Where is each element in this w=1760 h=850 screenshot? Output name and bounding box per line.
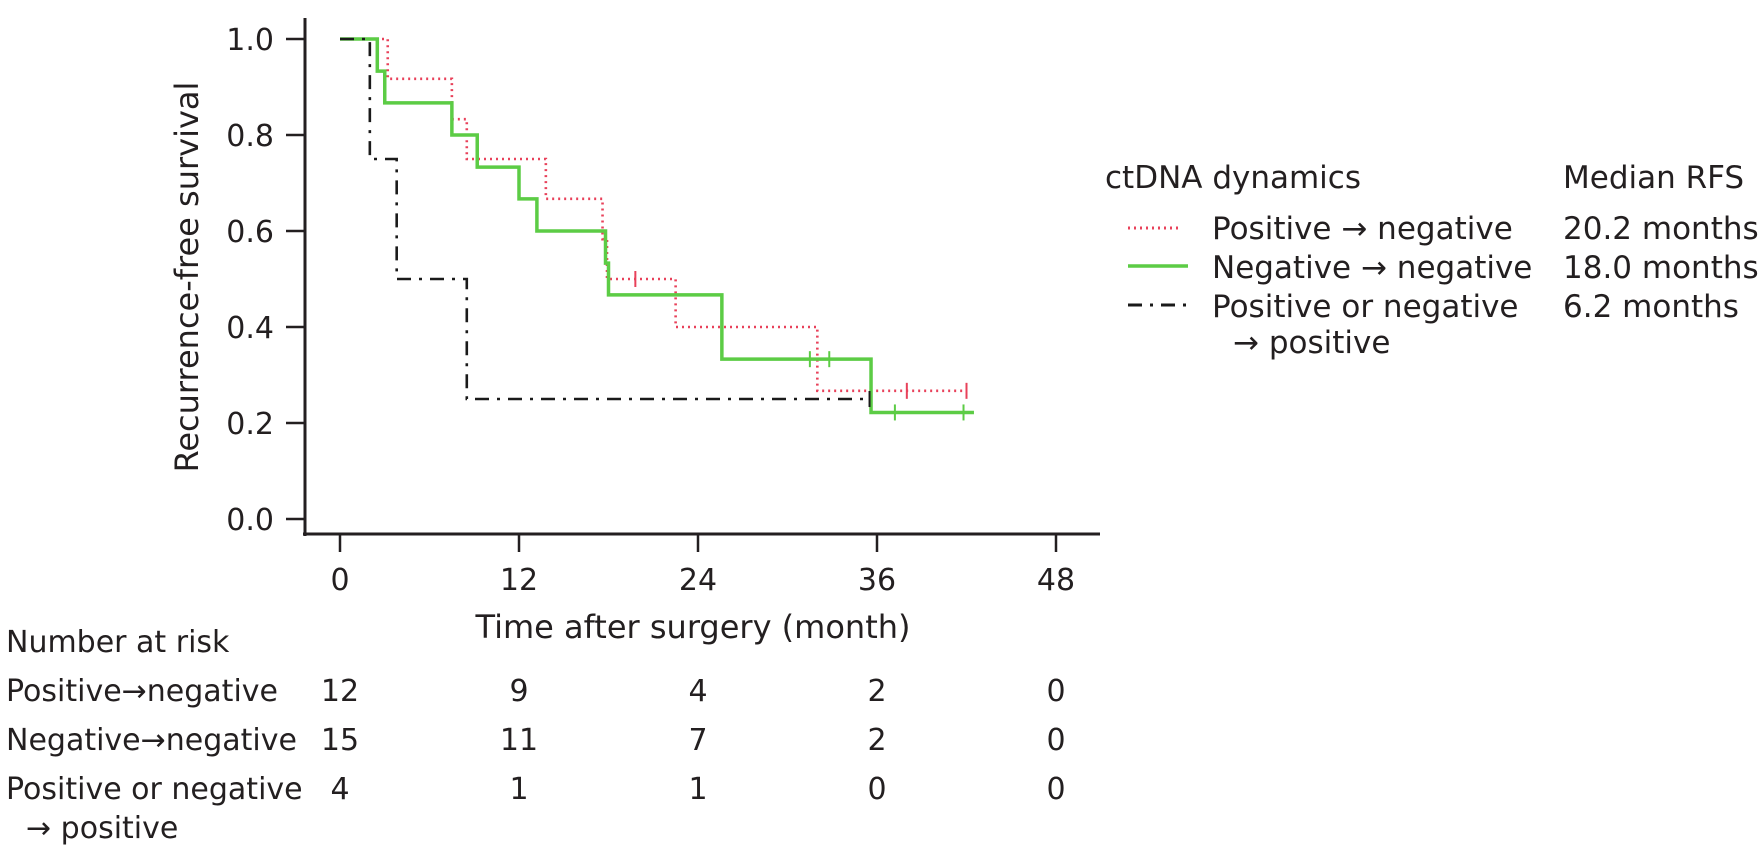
curve-negative-to-negative [340, 37, 974, 415]
risk-count: 7 [688, 723, 707, 758]
x-tick-label: 36 [858, 563, 896, 598]
risk-count: 2 [867, 723, 886, 758]
legend-label-pos-or-neg: Positive or negative [1212, 289, 1519, 325]
risk-count: 1 [509, 772, 528, 807]
risk-table-title: Number at risk [6, 625, 230, 660]
x-tick-label: 24 [679, 563, 717, 598]
risk-count: 2 [867, 674, 886, 709]
risk-count: 0 [867, 772, 886, 807]
y-tick-label: 1.0 [226, 23, 274, 58]
risk-counts: 12 9 4 2 015 11 7 2 04 1 1 0 0 [321, 674, 1066, 807]
risk-row-label-pos-or-neg-line2: → positive [26, 811, 178, 846]
y-axis-title: Recurrence-free survival [168, 82, 206, 473]
legend-label-pos-neg: Positive → negative [1212, 211, 1513, 247]
legend-label-pos-or-neg-line2: → positive [1233, 325, 1390, 361]
y-tick-label: 0.2 [226, 407, 274, 442]
x-axis-title: Time after surgery (month) [475, 608, 911, 646]
x-tick-label: 48 [1037, 563, 1075, 598]
y-tick-label: 0.4 [226, 311, 274, 346]
risk-row-label-pos-neg: Positive→negative [6, 674, 278, 709]
y-tick-label: 0.6 [226, 215, 274, 250]
risk-count: 4 [330, 772, 349, 807]
risk-count: 0 [1046, 723, 1065, 758]
survival-curves [340, 37, 974, 421]
risk-count: 1 [688, 772, 707, 807]
risk-count: 0 [1046, 674, 1065, 709]
curve-positive-or-negative-to-positive [340, 37, 870, 401]
curve-positive-to-negative [340, 37, 967, 393]
risk-count: 0 [1046, 772, 1065, 807]
legend-label-neg-neg: Negative → negative [1212, 250, 1532, 286]
risk-count: 11 [500, 723, 538, 758]
legend-median-neg-neg: 18.0 months [1563, 250, 1759, 286]
legend-median-pos-neg: 20.2 months [1563, 211, 1759, 247]
legend-median-pos-or-neg: 6.2 months [1563, 289, 1739, 325]
y-tick-label: 0.8 [226, 119, 274, 154]
risk-row-label-pos-or-neg: Positive or negative [6, 772, 303, 807]
risk-count: 9 [509, 674, 528, 709]
y-ticks: 0.0 0.2 0.4 0.6 0.8 1.0 [226, 23, 305, 538]
risk-count: 12 [321, 674, 359, 709]
risk-count: 4 [688, 674, 707, 709]
risk-table: Number at risk Positive→negative Negativ… [6, 625, 1066, 846]
legend-header-median: Median RFS [1563, 160, 1744, 196]
legend: ctDNA dynamics Median RFS Positive → neg… [1105, 160, 1759, 361]
x-tick-label: 0 [330, 563, 349, 598]
x-ticks: 0 12 24 36 48 [330, 534, 1075, 598]
legend-header-group: ctDNA dynamics [1105, 160, 1361, 196]
y-tick-label: 0.0 [226, 503, 274, 538]
risk-row-label-neg-neg: Negative→negative [6, 723, 297, 758]
x-tick-label: 12 [500, 563, 538, 598]
risk-count: 15 [321, 723, 359, 758]
